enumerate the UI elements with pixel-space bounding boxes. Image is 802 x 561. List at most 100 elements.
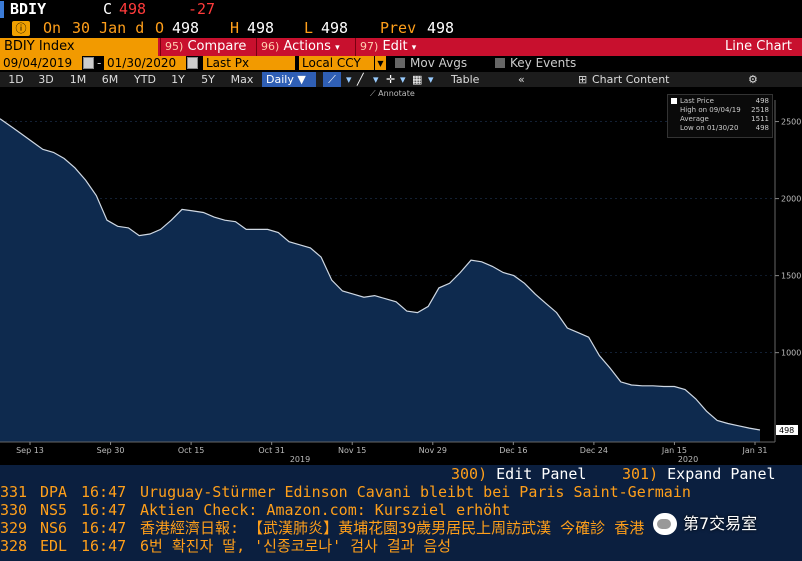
compare-label: Compare <box>187 39 247 54</box>
news-time: 16:47 <box>81 519 127 537</box>
chevron-down-icon[interactable]: ▼ <box>375 56 386 70</box>
open-value: 498 <box>172 19 200 37</box>
high-value: 498 <box>247 19 275 37</box>
function-menu-bar: BDIY Index 95) Compare 96) Actions ▾ 97)… <box>0 38 802 56</box>
crosshair-icon[interactable]: ✛ <box>386 73 396 86</box>
prev-label: Prev <box>380 19 417 37</box>
news-item[interactable]: 328 EDL 16:47 6번 확진자 딸, '신종코로나' 검사 결과 음성 <box>0 537 802 555</box>
legend-average-label: Average <box>680 115 709 123</box>
options-bar: 09/04/2019 - 01/30/2020 Last Px Local CC… <box>0 56 802 71</box>
x-year-label: 2020 <box>678 455 698 464</box>
period-1y[interactable]: 1Y <box>171 73 185 86</box>
close-value: 498 <box>119 0 147 18</box>
expand-panel-button[interactable]: 301) Expand Panel <box>622 465 776 483</box>
chevron-down-icon[interactable]: ▾ <box>428 73 434 86</box>
watermark-text: 第7交易室 <box>683 514 758 533</box>
y-tick-label: 1000 <box>781 349 801 358</box>
news-item[interactable]: 330 NS5 16:47 Aktien Check: Amazon.com: … <box>0 501 802 519</box>
grid-icon[interactable]: ▦ <box>412 73 423 86</box>
open-label: O <box>155 19 165 37</box>
legend-average-value: 1511 <box>751 115 769 123</box>
period-max[interactable]: Max <box>230 73 254 86</box>
table-button[interactable]: Table <box>451 73 480 86</box>
key-events-label: Key Events <box>510 56 577 70</box>
end-date-field[interactable]: 01/30/2020 <box>104 56 186 70</box>
x-tick-label: Jan 15 <box>661 446 687 455</box>
chart-content-button[interactable]: Chart Content <box>592 73 670 86</box>
edit-panel-button[interactable]: 300) Edit Panel <box>451 465 586 483</box>
compare-button[interactable]: 95) Compare <box>160 38 255 56</box>
gear-icon[interactable]: ⚙ <box>748 73 758 86</box>
news-item[interactable]: 329 NS6 16:47 香港經濟日報: 【武漢肺炎】黃埔花園39歲男居民上周… <box>0 519 802 537</box>
legend-high: High on 09/04/19 2518 <box>671 106 769 115</box>
ticker-symbol[interactable]: BDIY <box>0 0 50 19</box>
mov-avgs-checkbox[interactable] <box>395 58 405 68</box>
line-chart-icon[interactable]: ⟋ <box>323 72 341 87</box>
x-year-label: 2019 <box>290 455 310 464</box>
chart-legend[interactable]: Last Price 498 High on 09/04/19 2518 Avera… <box>667 94 773 138</box>
chart-content-icon[interactable]: ⊞ <box>578 73 588 86</box>
compare-number: 95) <box>165 40 184 53</box>
quote-date: 30 Jan d <box>72 19 145 37</box>
legend-low: Low on 01/30/20 498 <box>671 124 769 133</box>
chevron-down-icon[interactable]: ▾ <box>346 73 352 86</box>
news-number: 328 <box>0 537 28 555</box>
chevron-down-icon[interactable]: ▾ <box>373 73 379 86</box>
news-item[interactable]: 331 DPA 16:47 Uruguay-Stürmer Edinson Ca… <box>0 483 802 501</box>
actions-button[interactable]: 96) Actions ▾ <box>256 38 354 56</box>
x-axis: Sep 13 Sep 30 Oct 15 Oct 31 Nov 15 Nov 29 Dec … <box>0 441 775 464</box>
news-headline: 香港經濟日報: 【武漢肺炎】黃埔花園39歲男居民上周訪武漢 今確診 香港 <box>140 519 645 537</box>
key-events-checkbox[interactable] <box>495 58 505 68</box>
period-bar: 1D 3D 1M 6M YTD 1Y 5Y Max Daily ▼ ⟋ ▾ ╱ … <box>0 72 802 87</box>
y-tick-label: 1500 <box>781 272 801 281</box>
pencil-icon: ⟋ <box>370 89 376 98</box>
legend-swatch <box>671 98 677 104</box>
info-icon[interactable]: ⓘ <box>12 21 30 36</box>
period-ytd[interactable]: YTD <box>134 73 156 86</box>
x-tick-label: Sep 30 <box>97 446 125 455</box>
period-1d[interactable]: 1D <box>8 73 24 86</box>
edit-number: 97) <box>360 40 379 53</box>
last-price-tag <box>776 424 798 435</box>
period-1m[interactable]: 1M <box>69 73 87 86</box>
news-number: 330 <box>0 501 28 519</box>
period-5y[interactable]: 5Y <box>201 73 215 86</box>
chevron-down-icon: ▾ <box>335 43 340 53</box>
news-headline: Aktien Check: Amazon.com: Kursziel erhöh… <box>140 501 511 519</box>
annotate-button[interactable]: ⟋ Annotate <box>370 89 415 99</box>
start-date-field[interactable]: 09/04/2019 <box>0 56 82 70</box>
ticker-bar: BDIY C 498 -27 <box>0 0 802 19</box>
security-field[interactable]: BDIY Index <box>0 38 158 56</box>
currency-selector[interactable]: Local CCY <box>299 56 374 70</box>
low-value: 498 <box>321 19 349 37</box>
chevron-down-icon: ▾ <box>411 43 417 53</box>
date-separator: - <box>97 56 102 70</box>
draw-tool-icon[interactable]: ╱ <box>357 73 364 86</box>
price-chart[interactable]: 2500 2000 1500 1000 498 Sep 13 Sep 30 Oct 15 Oc… <box>0 100 802 465</box>
collapse-button[interactable]: « <box>518 73 525 86</box>
edit-button[interactable]: 97) Edit ▾ <box>355 38 427 56</box>
legend-low-label: Low on 01/30/20 <box>680 124 739 132</box>
quote-bar: ⓘ On 30 Jan d O 498 H 498 L 498 Prev 498 <box>0 19 802 38</box>
expand-panel-number: 301) <box>622 465 659 483</box>
field-selector[interactable]: Last Px <box>203 56 295 70</box>
annotate-label: Annotate <box>378 89 415 98</box>
news-headline: 6번 확진자 딸, '신종코로나' 검사 결과 음성 <box>140 537 452 555</box>
period-6m[interactable]: 6M <box>101 73 119 86</box>
calendar-icon[interactable] <box>187 57 198 69</box>
news-number: 329 <box>0 519 28 537</box>
chart-type-label[interactable]: Line Chart <box>725 39 792 54</box>
chevron-down-icon[interactable]: ▾ <box>400 73 406 86</box>
news-source: DPA <box>40 483 68 501</box>
frequency-label: Daily <box>266 73 294 86</box>
period-3d[interactable]: 3D <box>38 73 54 86</box>
x-tick-label: Nov 29 <box>419 446 447 455</box>
edit-panel-label: Edit Panel <box>496 465 587 483</box>
prev-value: 498 <box>427 19 455 37</box>
frequency-selector[interactable]: Daily ▼ <box>262 72 316 87</box>
calendar-icon[interactable] <box>83 57 94 69</box>
expand-panel-label: Expand Panel <box>667 465 776 483</box>
legend-last-price: Last Price 498 <box>671 97 769 106</box>
price-line <box>0 118 761 431</box>
news-source: NS6 <box>40 519 68 537</box>
